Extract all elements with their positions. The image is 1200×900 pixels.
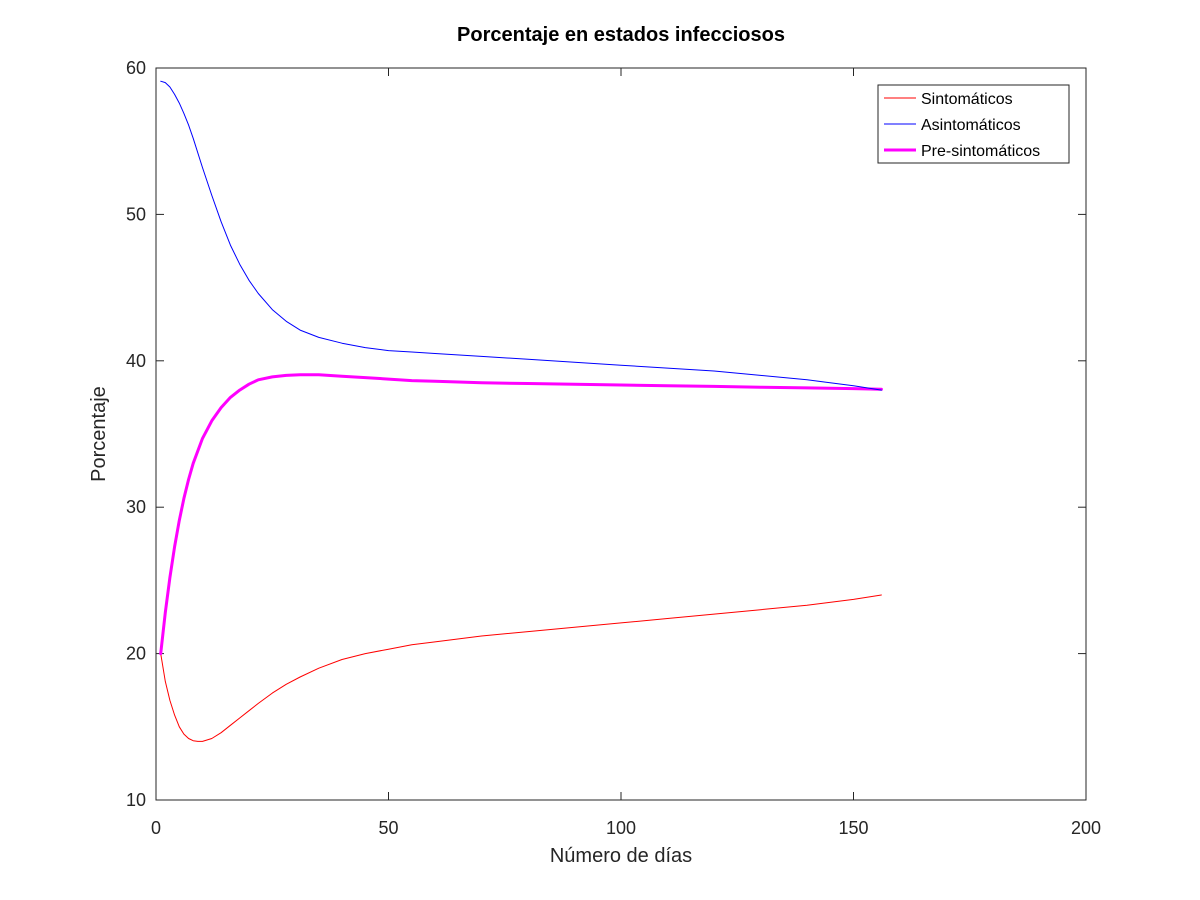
x-tick-label: 150 [838, 818, 868, 838]
chart-title: Porcentaje en estados infecciosos [457, 24, 785, 46]
y-tick-label: 40 [126, 351, 146, 371]
y-tick-label: 60 [126, 58, 146, 78]
x-axis-label: Número de días [550, 845, 692, 867]
x-tick-label: 200 [1071, 818, 1101, 838]
series-line-3 [159, 373, 883, 656]
y-tick-label: 30 [126, 497, 146, 517]
x-tick-label: 0 [151, 818, 161, 838]
y-tick-label: 10 [126, 790, 146, 810]
x-tick-label: 50 [378, 818, 398, 838]
series-layer [159, 80, 883, 742]
legend-entry-label: Pre-sintomáticos [921, 143, 1040, 160]
y-axis-label: Porcentaje [88, 386, 110, 482]
legend-entry-label: Asintomáticos [921, 117, 1021, 134]
plot-area [156, 68, 1086, 800]
y-tick-label: 20 [126, 644, 146, 664]
series-line-1 [160, 594, 882, 742]
x-tick-label: 100 [606, 818, 636, 838]
plot-frame [155, 67, 1087, 801]
axis-ticks: 0 50 100 150 200 10 20 30 40 50 60 [126, 58, 1101, 838]
legend-entry-label: Sintomáticos [921, 91, 1013, 108]
y-tick-label: 50 [126, 204, 146, 224]
series-line-2 [160, 80, 882, 391]
legend: Sintomáticos Asintomáticos Pre-sintomático… [877, 84, 1070, 164]
